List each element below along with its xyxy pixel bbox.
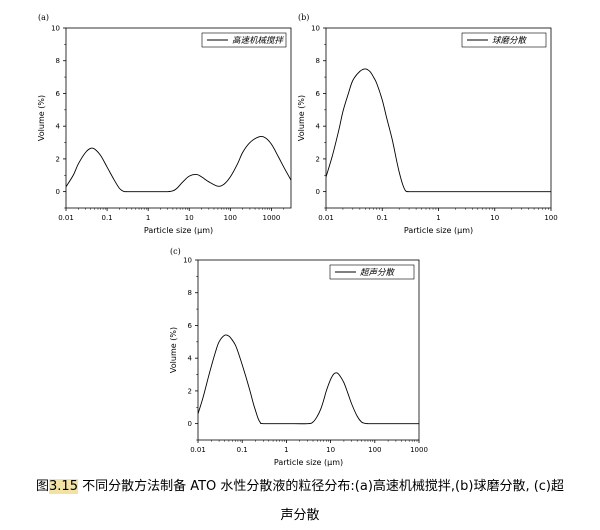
y-tick-label: 2 <box>56 155 60 163</box>
series-line-1 <box>66 135 291 193</box>
y-tick-label: 10 <box>183 257 192 265</box>
x-tick-label: 0.01 <box>190 446 206 454</box>
chart-panel-2: (b) 0 2 4 6 8 10 0.01 0.1 1 10 100 Particle size (μm… <box>297 13 558 235</box>
y-tick-label: 10 <box>51 25 60 33</box>
x-tick-label: 0.1 <box>102 214 113 222</box>
series-line-1 <box>198 334 419 425</box>
legend-box <box>461 32 547 48</box>
y-tick-label: 6 <box>316 90 321 98</box>
legend-label: 球磨分散 <box>492 35 528 46</box>
caption-line-2: 声分散 <box>280 508 320 523</box>
legend-label: 超声分散 <box>360 267 396 278</box>
x-axis-title: Particle size (μm) <box>144 226 213 235</box>
caption-line-1: 图3.15 不同分散方法制备 ATO 水性分散液的粒径分布:(a)高速机械搅拌,… <box>0 472 600 501</box>
y-tick-label: 8 <box>316 57 320 65</box>
x-tick-label: 10 <box>490 214 499 222</box>
x-tick-label: 100 <box>224 214 237 222</box>
figure-caption: 图3.15 不同分散方法制备 ATO 水性分散液的粒径分布:(a)高速机械搅拌,… <box>0 472 600 530</box>
x-tick-label: 1 <box>146 214 150 222</box>
y-tick-label: 8 <box>56 57 60 65</box>
x-tick-label: 100 <box>368 446 381 454</box>
y-tick-label: 0 <box>188 420 192 428</box>
y-axis-title: Volume (%) <box>297 95 306 141</box>
x-axis-title: Particle size (μm) <box>274 458 343 467</box>
caption-number: 3.15 <box>49 479 78 494</box>
panel-label: (b) <box>298 13 309 22</box>
y-tick-label: 2 <box>316 155 320 163</box>
caption-text-1: 不同分散方法制备 ATO 水性分散液的粒径分布:(a)高速机械搅拌,(b)球磨分… <box>77 479 564 494</box>
plot-frame <box>325 27 552 209</box>
legend-label: 高速机械搅拌 <box>232 35 285 46</box>
y-tick-label: 2 <box>188 387 192 395</box>
y-tick-label: 8 <box>188 289 192 297</box>
x-tick-label: 1000 <box>410 446 428 454</box>
panel-label: (a) <box>38 13 49 22</box>
caption-prefix: 图 <box>36 479 50 494</box>
y-tick-label: 4 <box>316 123 321 131</box>
legend-box <box>329 264 415 280</box>
x-tick-label: 1000 <box>262 214 280 222</box>
y-tick-label: 4 <box>188 355 193 363</box>
x-tick-label: 0.1 <box>377 214 388 222</box>
legend-box <box>201 32 287 48</box>
series-line-1 <box>326 68 551 193</box>
x-tick-label: 10 <box>326 446 335 454</box>
plot-frame <box>65 27 292 209</box>
chart-panel-3: (c) 0 2 4 6 8 10 0.01 0.1 1 10 100 1000 Particle size… <box>169 247 428 467</box>
x-axis-title: Particle size (μm) <box>404 226 473 235</box>
y-axis-title: Volume (%) <box>37 95 46 141</box>
y-axis-title: Volume (%) <box>169 327 178 373</box>
x-tick-label: 1 <box>436 214 440 222</box>
panel-label: (c) <box>170 247 181 256</box>
y-tick-label: 0 <box>316 188 320 196</box>
x-tick-label: 10 <box>185 214 194 222</box>
y-tick-label: 10 <box>311 25 320 33</box>
y-tick-label: 6 <box>56 90 61 98</box>
x-tick-label: 0.01 <box>58 214 74 222</box>
y-tick-label: 6 <box>188 322 193 330</box>
chart-panel-1: (a) 0 2 4 6 8 10 0.01 0.1 1 10 100 1000 Particle size… <box>37 13 292 235</box>
x-tick-label: 100 <box>544 214 557 222</box>
x-tick-label: 0.1 <box>237 446 248 454</box>
x-tick-label: 1 <box>284 446 288 454</box>
y-tick-label: 4 <box>56 123 61 131</box>
plot-frame <box>197 259 420 441</box>
x-tick-label: 0.01 <box>318 214 334 222</box>
y-tick-label: 0 <box>56 188 60 196</box>
